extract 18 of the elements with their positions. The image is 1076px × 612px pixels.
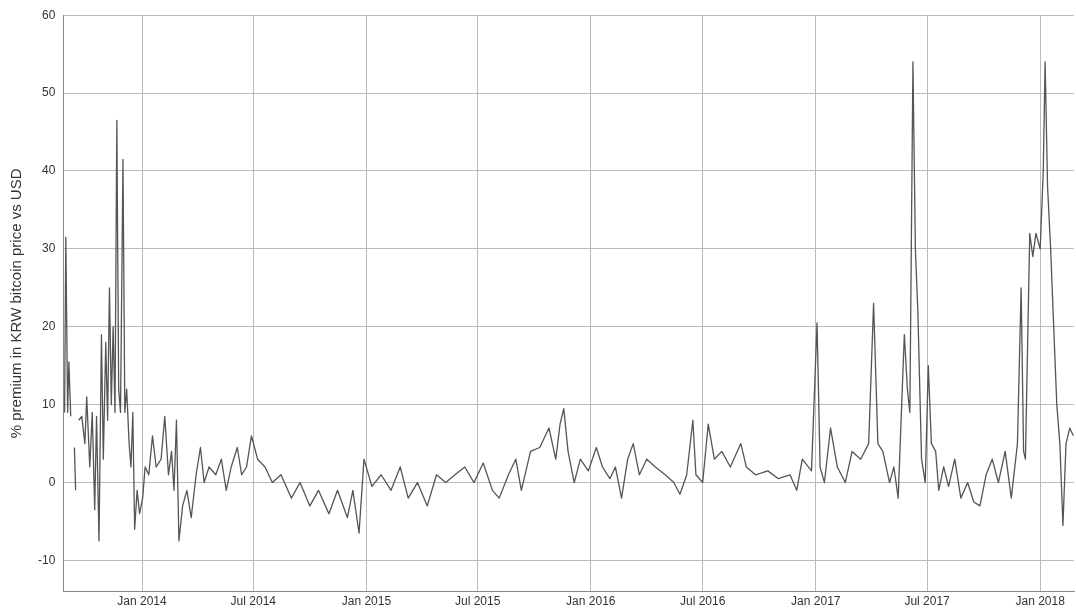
x-tick-label: Jan 2018 bbox=[1015, 594, 1066, 609]
y-tick-label: 30 bbox=[41, 241, 56, 256]
y-tick-label: 0 bbox=[48, 474, 56, 489]
x-tick-label: Jan 2017 bbox=[791, 594, 841, 609]
y-tick-label: 40 bbox=[41, 163, 56, 178]
x-tick-label: Jan 2014 bbox=[117, 594, 168, 609]
y-tick-label: 20 bbox=[41, 319, 56, 334]
x-tick-label: Jul 2016 bbox=[680, 594, 726, 609]
y-axis-title: % premium in KRW bitcoin price vs USD bbox=[7, 168, 25, 439]
x-tick-label: Jul 2014 bbox=[230, 594, 277, 609]
x-tick-label: Jan 2016 bbox=[566, 594, 616, 609]
y-tick-label: -10 bbox=[38, 552, 56, 567]
y-tick-label: 10 bbox=[41, 396, 56, 411]
x-tick-label: Jul 2015 bbox=[455, 594, 501, 609]
x-tick-label: Jan 2015 bbox=[341, 594, 392, 609]
x-tick-label: Jul 2017 bbox=[904, 594, 951, 609]
y-tick-label: 60 bbox=[41, 7, 56, 22]
y-tick-label: 50 bbox=[41, 85, 56, 100]
